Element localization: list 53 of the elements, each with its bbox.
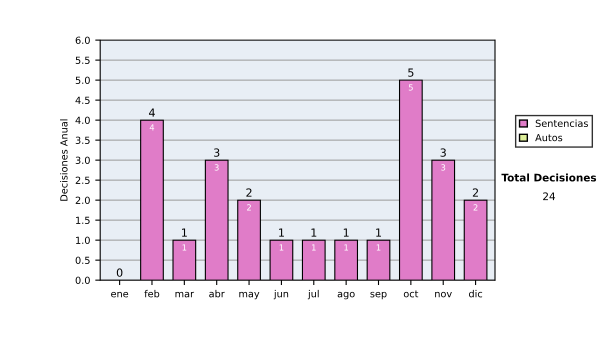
data-label: 1 bbox=[344, 244, 348, 250]
y-tick-label: 4.5 bbox=[75, 96, 90, 104]
y-tick-label: 5.0 bbox=[76, 76, 90, 84]
text: 24 bbox=[543, 192, 556, 200]
data-label: 5 bbox=[408, 84, 413, 91]
total-label: 1 bbox=[279, 228, 284, 237]
data-label: 2 bbox=[474, 204, 478, 210]
data-label: 1 bbox=[280, 244, 284, 250]
y-tick-label: 2.0 bbox=[76, 196, 90, 204]
legend-label: Sentencias bbox=[536, 119, 588, 128]
x-tick-label: ago bbox=[338, 292, 355, 300]
y-axis-title: Decisiones Anual bbox=[60, 119, 68, 201]
x-tick-label: oct bbox=[404, 290, 418, 298]
y-tick-label: 2.5 bbox=[76, 176, 90, 184]
total-label: 2 bbox=[246, 188, 252, 197]
total-label: 3 bbox=[440, 148, 446, 157]
legend-label: Autos bbox=[535, 134, 562, 142]
x-tick-label: feb bbox=[144, 290, 160, 298]
total-label: 1 bbox=[344, 228, 349, 237]
total-label: 1 bbox=[311, 228, 316, 237]
data-label: 3 bbox=[441, 164, 446, 171]
y-tick-label: 3.5 bbox=[76, 136, 90, 144]
total-label: 2 bbox=[472, 188, 478, 197]
y-tick-label: 5.5 bbox=[76, 56, 90, 64]
data-label: 1 bbox=[182, 244, 186, 250]
y-tick-label: 4.0 bbox=[75, 116, 90, 124]
x-tick-label: ene bbox=[111, 292, 128, 298]
x-tick-label: jun bbox=[274, 290, 288, 300]
y-tick-label: 1.0 bbox=[76, 236, 90, 244]
total-label: 1 bbox=[182, 228, 187, 237]
total-label: 1 bbox=[376, 228, 382, 237]
data-label: 1 bbox=[376, 244, 380, 250]
x-tick-label: dic bbox=[469, 290, 482, 298]
text: Total Decisiones bbox=[501, 173, 596, 182]
data-label: 2 bbox=[247, 204, 251, 210]
x-tick-label: mar bbox=[176, 292, 194, 298]
total-label: 0 bbox=[116, 268, 122, 277]
data-label: 1 bbox=[312, 244, 316, 250]
data-label: 4 bbox=[150, 124, 154, 130]
total-label: 5 bbox=[408, 68, 414, 77]
y-tick-label: 0.0 bbox=[76, 276, 90, 284]
x-tick-label: may bbox=[239, 292, 260, 300]
y-tick-label: 1.5 bbox=[76, 216, 90, 224]
x-tick-label: abr bbox=[209, 290, 225, 298]
x-tick-label: nov bbox=[435, 292, 452, 298]
data-label: 3 bbox=[214, 164, 219, 171]
total-label: 4 bbox=[148, 108, 155, 117]
y-tick-label: 6.0 bbox=[76, 36, 90, 44]
x-tick-label: sep bbox=[370, 292, 387, 300]
total-label: 3 bbox=[214, 148, 220, 157]
y-tick-label: 3.0 bbox=[76, 156, 90, 164]
y-tick-label: 0.5 bbox=[76, 256, 90, 264]
x-tick-label: jul bbox=[308, 290, 319, 300]
